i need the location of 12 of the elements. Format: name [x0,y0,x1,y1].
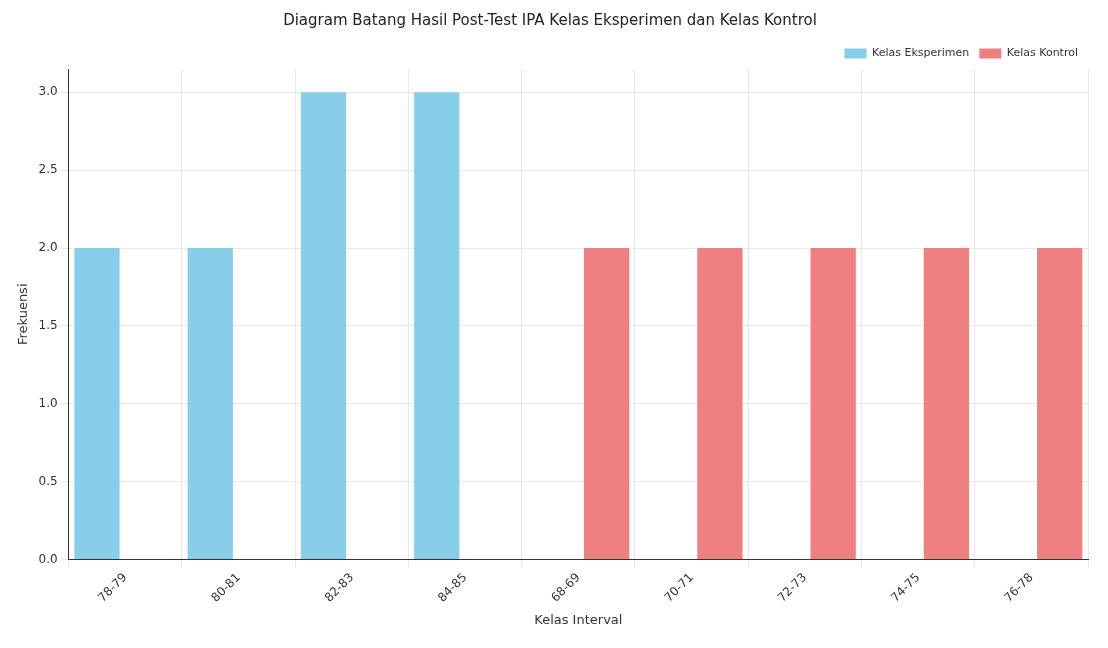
y-tick-label: 0.0 [38,551,58,566]
y-tick-label: 2.5 [38,162,58,177]
y-tick-label: 1.5 [38,318,58,333]
y-tick-label: 2.0 [38,240,58,255]
y-tick-label: 3.0 [38,84,58,99]
y-axis-title: Frekuensi [15,283,31,346]
y-tick-label: 1.0 [38,395,58,410]
legend-label: Kelas Eksperimen [872,46,970,60]
y-tick-label: 0.5 [38,473,58,488]
legend-label: Kelas Kontrol [1006,46,1079,60]
chart-title: Diagram Batang Hasil Post-Test IPA Kelas Eksperimen dan Kelas Kontrol [283,10,817,29]
x-axis-title: Kelas Interval [534,611,623,627]
